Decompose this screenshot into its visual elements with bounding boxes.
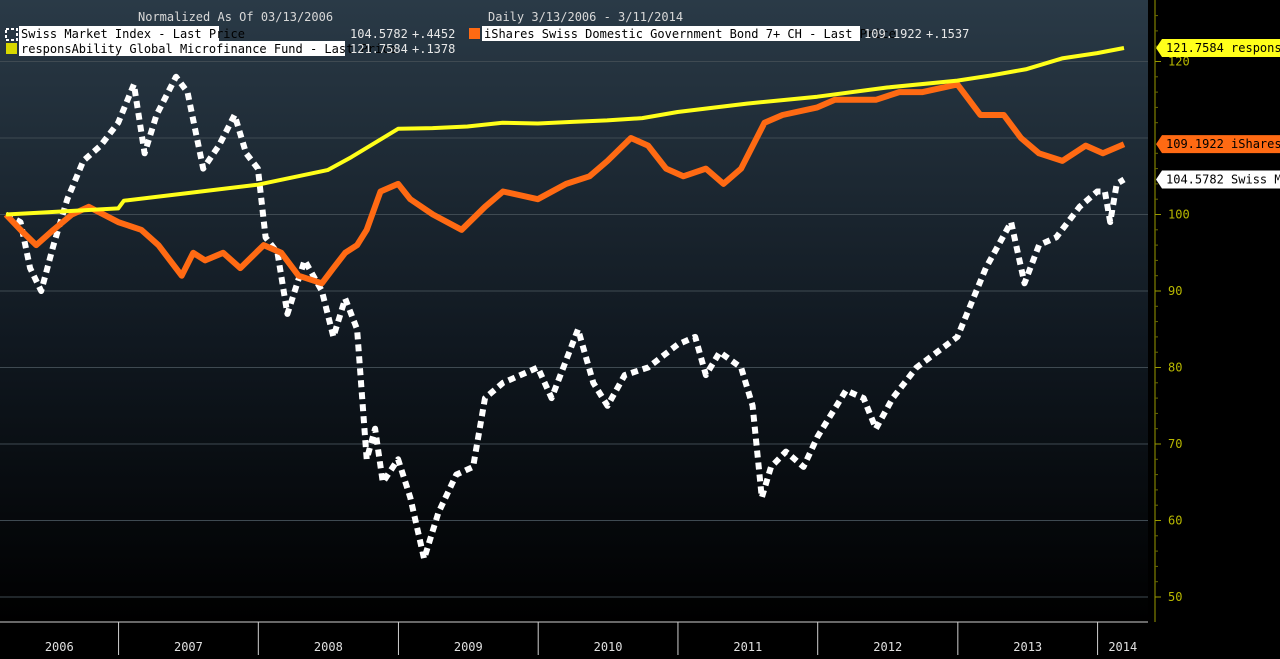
last-price-tags: 104.5782 Swiss Mar 109.1922 iShares S 121.… bbox=[1156, 39, 1280, 189]
legend-swatch-smi bbox=[5, 28, 18, 41]
legend-item-responsability[interactable]: responsAbility Global Microfinance Fund … bbox=[6, 41, 455, 56]
legend: Normalized As Of 03/13/2006 Daily 3/13/2… bbox=[5, 10, 969, 56]
legend-item-ishares[interactable]: iShares Swiss Domestic Government Bond 7… bbox=[469, 26, 969, 41]
x-tick-label: 2007 bbox=[174, 640, 203, 654]
axis-background bbox=[1148, 0, 1280, 655]
tag-ishares: 109.1922 iShares S bbox=[1156, 135, 1280, 154]
x-tick-label: 2010 bbox=[594, 640, 623, 654]
y-tick-label: 90 bbox=[1168, 284, 1182, 298]
legend-change-smi: +.4452 bbox=[412, 27, 455, 41]
y-axis-ticks: 50 60 70 80 90 100 120 bbox=[1155, 15, 1190, 604]
tag-ishares-box bbox=[1156, 135, 1280, 154]
x-axis-background bbox=[0, 622, 1148, 655]
legend-label-smi: Swiss Market Index - Last Price bbox=[21, 27, 245, 41]
legend-change-ishares: +.1537 bbox=[926, 27, 969, 41]
y-tick-label: 70 bbox=[1168, 437, 1182, 451]
tag-responsability: 121.7584 responsAbi bbox=[1156, 39, 1280, 58]
y-tick-label: 60 bbox=[1168, 514, 1182, 528]
legend-label-bg-smi bbox=[19, 26, 219, 41]
legend-value-smi: 104.5782 bbox=[350, 27, 408, 41]
legend-item-smi[interactable]: Swiss Market Index - Last Price 104.5782… bbox=[5, 26, 455, 41]
legend-label-responsability: responsAbility Global Microfinance Fund … bbox=[21, 42, 397, 56]
tag-responsability-box bbox=[1156, 39, 1280, 58]
legend-label-bg-responsability bbox=[19, 41, 345, 56]
series-line-smi bbox=[4, 73, 1126, 562]
x-tick-label: 2013 bbox=[1013, 640, 1042, 654]
series-line-ishares bbox=[3, 81, 1126, 287]
normalized-label: Normalized As Of 03/13/2006 bbox=[138, 10, 333, 24]
tag-responsability-label: 121.7584 responsAbi bbox=[1166, 41, 1280, 55]
date-range-label: Daily 3/13/2006 - 3/11/2014 bbox=[488, 10, 683, 24]
x-tick-label: 2008 bbox=[314, 640, 343, 654]
legend-label-ishares: iShares Swiss Domestic Government Bond 7… bbox=[484, 27, 896, 41]
grid bbox=[0, 61, 1148, 598]
legend-swatch-ishares bbox=[469, 28, 480, 39]
y-tick-label: 100 bbox=[1168, 208, 1190, 222]
y-tick-label: 80 bbox=[1168, 361, 1182, 375]
legend-value-responsability: 121.7584 bbox=[350, 42, 408, 56]
y-tick-label: 120 bbox=[1168, 55, 1190, 69]
series-line-responsability bbox=[5, 46, 1125, 217]
series-layer bbox=[3, 46, 1126, 562]
tag-smi-box bbox=[1156, 170, 1280, 189]
tag-smi: 104.5782 Swiss Mar bbox=[1156, 170, 1280, 189]
tag-smi-label: 104.5782 Swiss Mar bbox=[1166, 172, 1280, 186]
x-tick-label: 2012 bbox=[873, 640, 902, 654]
legend-value-ishares: 109.1922 bbox=[864, 27, 922, 41]
legend-label-bg-ishares bbox=[482, 26, 860, 41]
y-tick-label: 50 bbox=[1168, 590, 1182, 604]
x-axis-ticks: 2006 2007 2008 2009 2010 2011 2012 2013 2014 bbox=[45, 622, 1137, 655]
legend-change-responsability: +.1378 bbox=[412, 42, 455, 56]
x-tick-label: 2009 bbox=[454, 640, 483, 654]
plot-background bbox=[0, 0, 1148, 622]
x-tick-label: 2006 bbox=[45, 640, 74, 654]
x-tick-label: 2011 bbox=[733, 640, 762, 654]
x-tick-label: 2014 bbox=[1108, 640, 1137, 654]
legend-swatch-responsability bbox=[6, 43, 17, 54]
tag-ishares-label: 109.1922 iShares S bbox=[1166, 137, 1280, 151]
